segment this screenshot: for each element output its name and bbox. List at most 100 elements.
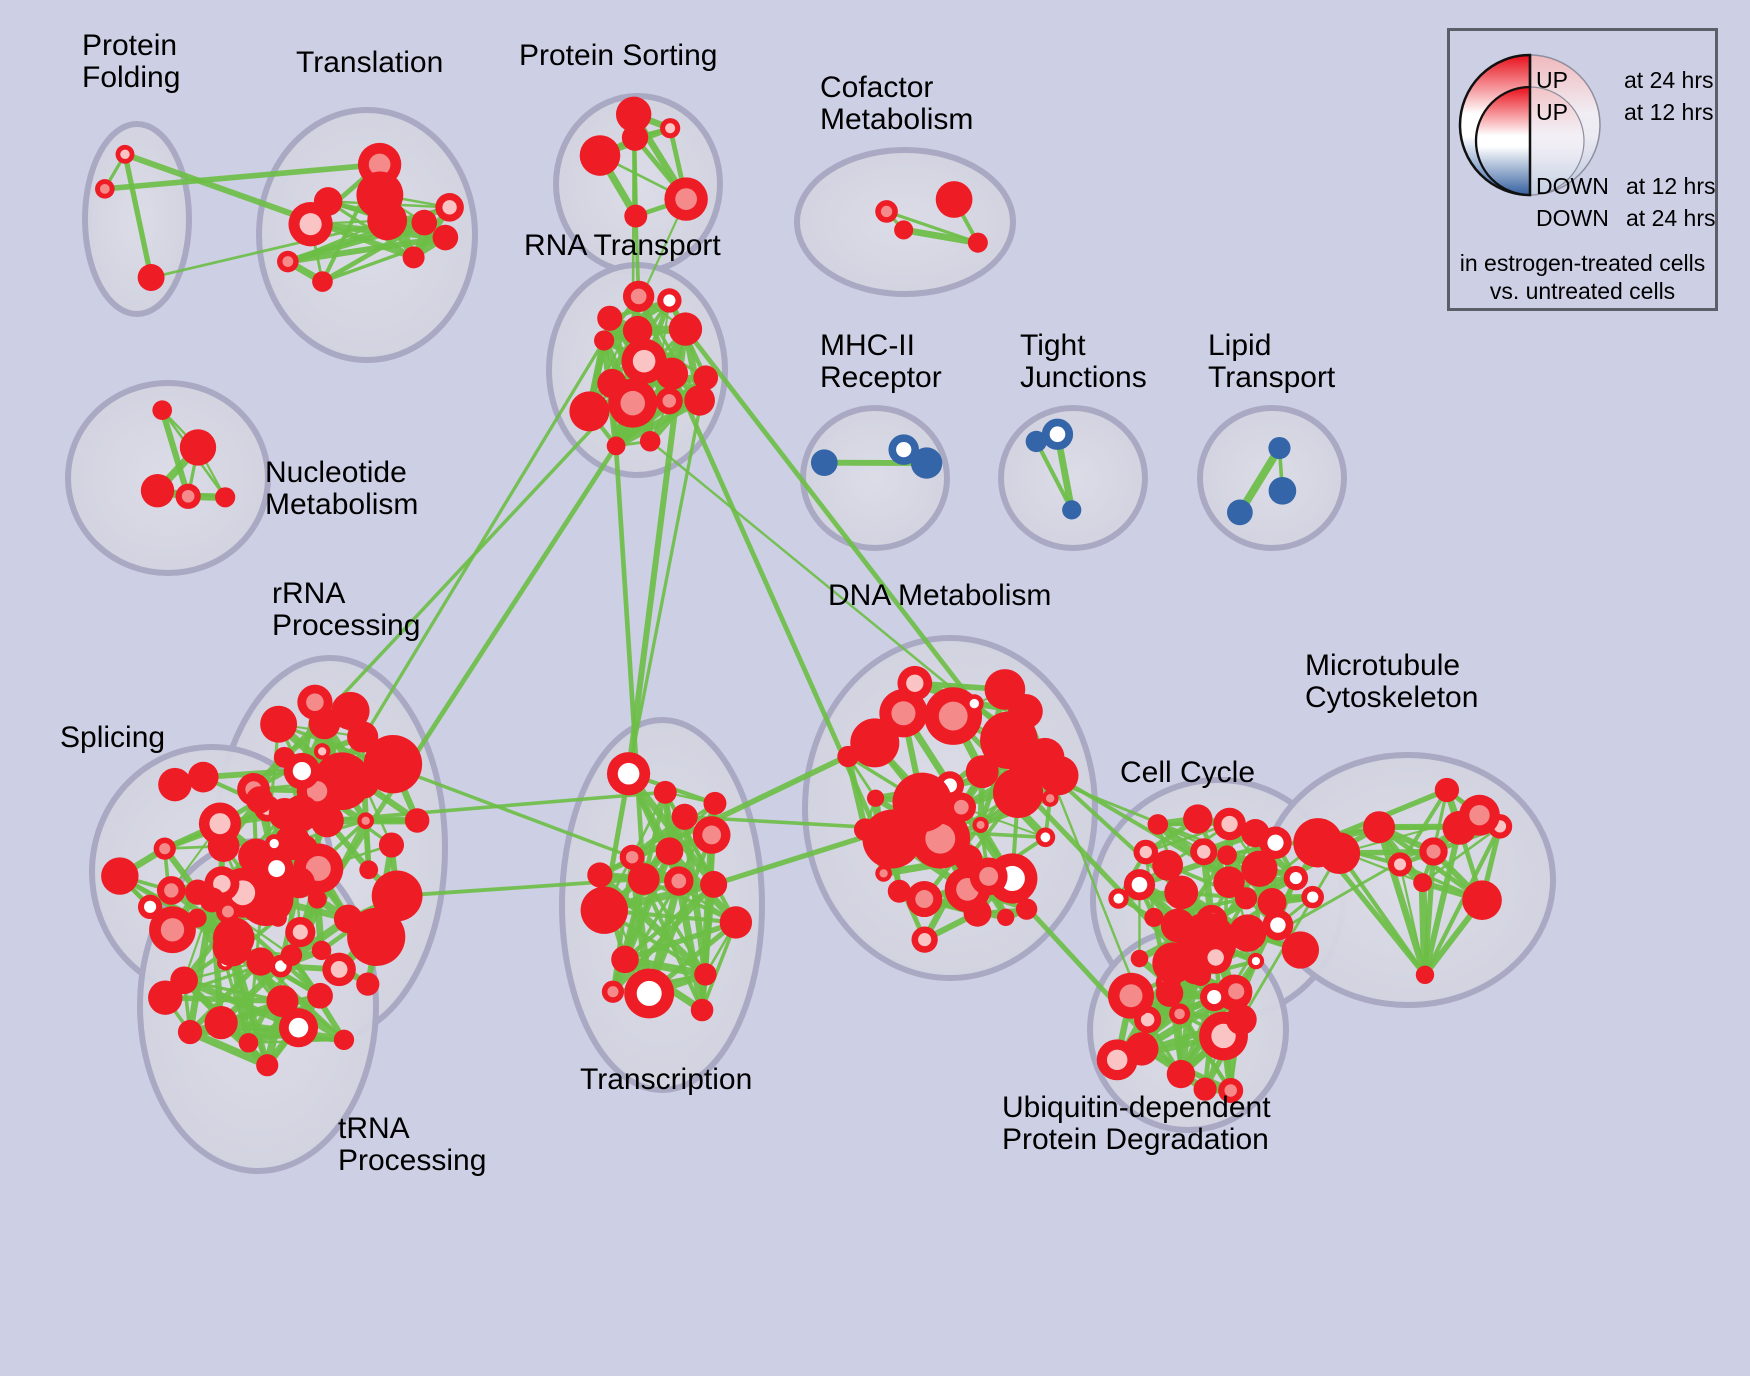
node-inner-disc xyxy=(589,145,611,166)
inter-cluster-edge xyxy=(609,383,647,880)
node-inner-disc xyxy=(364,865,374,875)
cluster-label-trna-processing: tRNA Processing xyxy=(338,1112,487,1178)
node-inner-disc xyxy=(361,922,391,952)
node-inner-disc xyxy=(880,205,893,218)
node-inner-disc xyxy=(408,251,420,263)
node-inner-disc xyxy=(1264,895,1280,910)
node-inner-disc xyxy=(253,954,268,969)
node-inner-disc xyxy=(205,893,219,907)
node-inner-disc xyxy=(918,933,932,947)
node-inner-disc xyxy=(659,786,671,799)
legend-state-1: UP xyxy=(1536,99,1568,125)
node-inner-disc xyxy=(727,914,744,931)
node-inner-disc xyxy=(269,838,279,849)
node-inner-disc xyxy=(166,776,184,793)
node-inner-disc xyxy=(273,913,283,923)
node-inner-disc xyxy=(994,725,1024,755)
node-inner-disc xyxy=(299,213,322,236)
node-inner-disc xyxy=(611,441,621,451)
node-inner-disc xyxy=(288,1017,309,1038)
node-inner-disc xyxy=(320,194,336,209)
cluster-label-mhc-ii-receptor: MHC-II Receptor xyxy=(820,329,942,395)
node-inner-disc xyxy=(1426,844,1441,859)
node-inner-disc xyxy=(222,905,234,918)
node-inner-disc xyxy=(1149,912,1159,923)
node-inner-disc xyxy=(1275,483,1290,498)
node-inner-disc xyxy=(385,838,398,852)
inter-cluster-edge xyxy=(298,444,619,934)
node-inner-disc xyxy=(706,877,721,892)
node-inner-disc xyxy=(969,698,979,709)
node-inner-disc xyxy=(188,438,208,457)
node-inner-disc xyxy=(1207,990,1222,1005)
node-inner-disc xyxy=(318,812,336,829)
node-inner-disc xyxy=(1162,952,1184,974)
node-inner-disc xyxy=(630,323,645,338)
node-inner-disc xyxy=(292,761,312,781)
legend-time-3: at 24 hrs xyxy=(1626,205,1716,231)
node-inner-disc xyxy=(316,945,327,956)
node-inner-disc xyxy=(1152,819,1163,830)
node-inner-disc xyxy=(1371,819,1388,836)
node-inner-disc xyxy=(1250,859,1269,878)
legend-state-0: UP xyxy=(1536,67,1568,93)
node-inner-disc xyxy=(896,441,912,458)
cluster-ellipse-tight-junctions xyxy=(998,405,1148,551)
node-inner-disc xyxy=(1420,970,1430,980)
cluster-label-dna-metabolism: DNA Metabolism xyxy=(828,579,1052,612)
node-inner-disc xyxy=(340,701,361,721)
node-inner-disc xyxy=(252,793,267,807)
node-inner-disc xyxy=(599,335,610,346)
node-inner-disc xyxy=(630,210,642,222)
node-inner-disc xyxy=(213,875,231,893)
node-inner-disc xyxy=(915,890,934,909)
node-inner-disc xyxy=(635,871,652,888)
node-inner-disc xyxy=(384,883,410,909)
node-inner-disc xyxy=(356,776,372,792)
edge xyxy=(663,791,716,886)
edge xyxy=(1034,440,1074,511)
node-inner-disc xyxy=(918,455,935,471)
edge xyxy=(186,899,216,1033)
node-inner-disc xyxy=(144,270,158,285)
cluster-label-protein-sorting: Protein Sorting xyxy=(519,39,718,72)
edge xyxy=(675,880,706,1011)
node-inner-disc xyxy=(292,924,308,940)
cluster-ellipse-lipid-transport xyxy=(1197,405,1347,551)
node-inner-disc xyxy=(1049,426,1066,443)
node-inner-disc xyxy=(243,1037,254,1048)
node-inner-disc xyxy=(120,149,130,160)
node-inner-disc xyxy=(156,989,174,1007)
node-inner-disc xyxy=(630,288,647,305)
node-inner-disc xyxy=(144,900,157,913)
node-inner-disc xyxy=(938,701,968,731)
node-inner-disc xyxy=(906,674,924,692)
cluster-label-tight-junctions: Tight Junctions xyxy=(1020,329,1147,395)
node-inner-disc xyxy=(276,805,293,822)
cluster-label-rna-transport: RNA Transport xyxy=(524,229,721,262)
edge xyxy=(321,220,426,284)
node-inner-disc xyxy=(212,1014,230,1031)
node-inner-disc xyxy=(1472,890,1492,911)
node-inner-disc xyxy=(1113,893,1124,904)
node-inner-disc xyxy=(1240,892,1252,904)
edge xyxy=(1398,788,1449,866)
node-inner-disc xyxy=(274,993,291,1010)
node-inner-disc xyxy=(1305,830,1331,856)
edge xyxy=(159,409,192,498)
node-inner-disc xyxy=(1131,876,1148,893)
node-inner-disc xyxy=(1417,878,1428,888)
node-inner-disc xyxy=(663,365,681,382)
node-inner-disc xyxy=(312,894,323,904)
node-inner-disc xyxy=(603,311,617,325)
inter-cluster-edge xyxy=(683,327,977,706)
node-inner-disc xyxy=(675,188,697,210)
edge xyxy=(183,899,214,981)
legend-panel: UP at 24 hrs UP at 12 hrs DOWN at 12 hrs… xyxy=(1447,28,1718,311)
node-inner-disc xyxy=(1030,436,1042,447)
node-inner-disc xyxy=(662,844,677,859)
node-inner-disc xyxy=(1222,850,1232,861)
cluster-label-lipid-transport: Lipid Transport xyxy=(1208,329,1336,395)
edge xyxy=(1421,825,1501,884)
node-inner-disc xyxy=(972,237,983,248)
